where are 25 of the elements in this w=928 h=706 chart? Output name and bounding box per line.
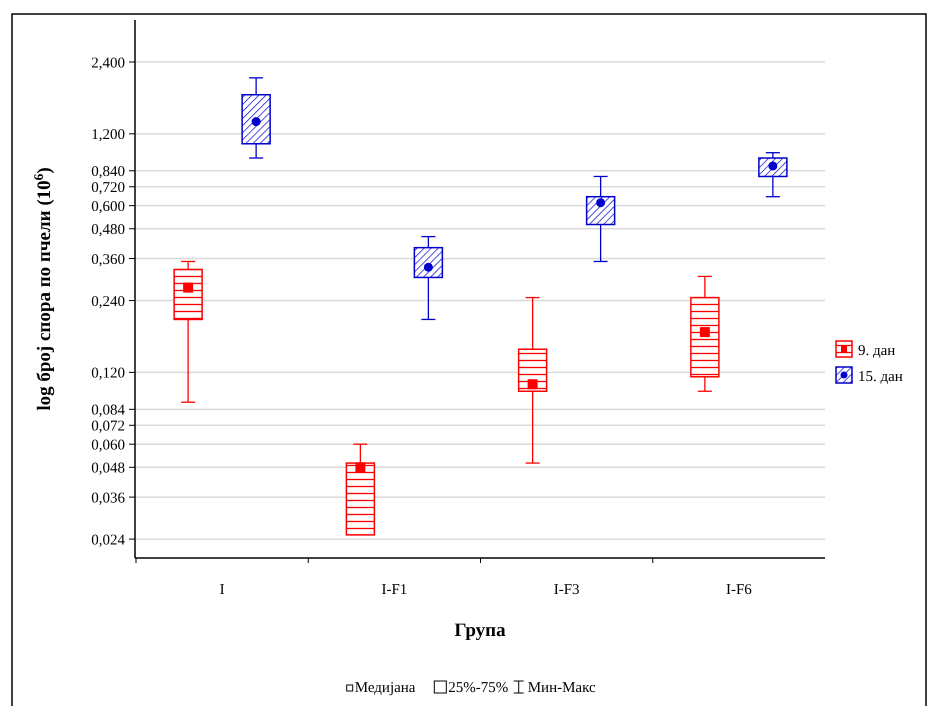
y-tick-label: 0,480 xyxy=(91,222,125,238)
y-tick-label: 0,240 xyxy=(91,294,125,310)
x-tick-label: I-F6 xyxy=(726,582,752,598)
text: 25%-75% xyxy=(448,680,508,696)
y-tick-label: 0,072 xyxy=(91,418,125,435)
x-axis-title: Група xyxy=(454,620,506,641)
legend-label: 15. дан xyxy=(858,369,903,385)
y-tick-label: 2,400 xyxy=(91,55,125,72)
y-tick-label: 0,060 xyxy=(91,437,125,454)
x-tick-label: I xyxy=(220,582,225,598)
y-tick-label: 0,360 xyxy=(91,252,125,268)
y-tick-label: 0,024 xyxy=(91,532,126,548)
x-tick-label: I-F3 xyxy=(554,582,580,598)
y-tick-label: 0,840 xyxy=(91,164,125,180)
y-tick-label: 0,036 xyxy=(91,490,126,506)
y-tick-label: 0,084 xyxy=(91,402,126,419)
legend-label: 9. дан xyxy=(858,343,896,359)
text: Мин-Макс xyxy=(528,680,596,696)
y-tick-label: 0,720 xyxy=(91,180,125,196)
y-tick-label: 0,048 xyxy=(91,460,125,477)
text: Медијана xyxy=(354,680,416,696)
y-tick-label: 1,200 xyxy=(91,127,125,144)
y-tick-label: 0,600 xyxy=(91,198,125,215)
x-tick-label: I-F1 xyxy=(381,582,408,598)
y-tick-label: 0,120 xyxy=(91,366,125,382)
